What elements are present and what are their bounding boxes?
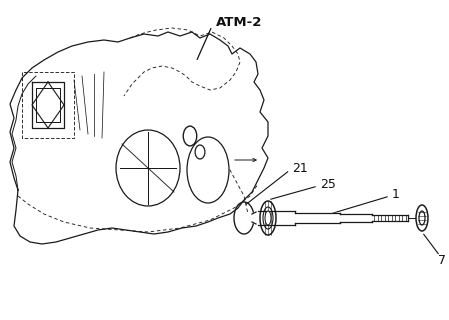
- Ellipse shape: [187, 137, 229, 203]
- Ellipse shape: [183, 126, 197, 146]
- Text: 21: 21: [292, 162, 308, 174]
- Text: ATM-2: ATM-2: [216, 15, 262, 28]
- Text: 25: 25: [320, 178, 336, 190]
- Text: 1: 1: [392, 188, 400, 201]
- Ellipse shape: [116, 130, 180, 206]
- Ellipse shape: [416, 205, 428, 231]
- Ellipse shape: [265, 211, 271, 225]
- Ellipse shape: [195, 145, 205, 159]
- Ellipse shape: [260, 201, 276, 235]
- Ellipse shape: [419, 211, 425, 225]
- Text: 7: 7: [438, 253, 446, 267]
